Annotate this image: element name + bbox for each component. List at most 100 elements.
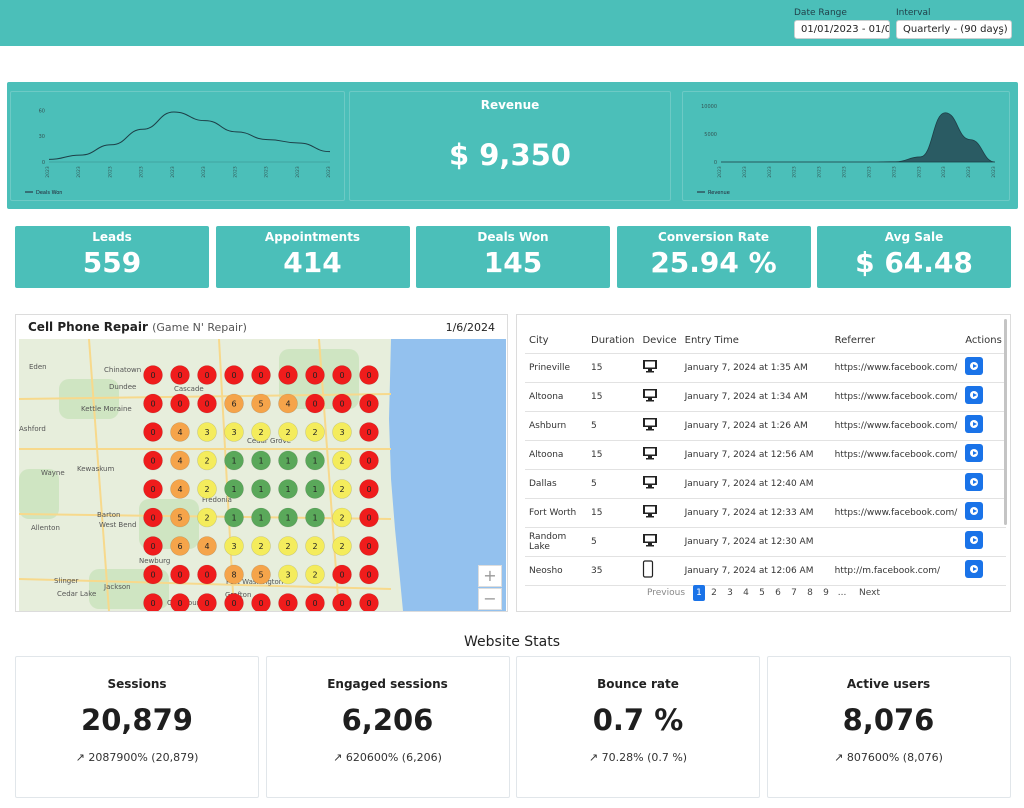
rank-marker[interactable]: 0 [143, 393, 163, 414]
rank-marker[interactable]: 0 [170, 564, 190, 585]
rank-marker[interactable]: 0 [359, 593, 379, 612]
rank-marker[interactable]: 0 [170, 393, 190, 414]
table-row[interactable]: Altoona 15 January 7, 2024 at 1:34 AM ht… [525, 382, 1006, 412]
next-page-button[interactable]: Next [859, 588, 881, 598]
previous-page-button[interactable]: Previous [647, 588, 686, 598]
rank-marker[interactable]: 5 [170, 507, 190, 528]
play-button[interactable] [965, 444, 984, 462]
rank-marker[interactable]: 0 [332, 365, 352, 385]
table-row[interactable]: Prineville 15 January 7, 2024 at 1:35 AM… [525, 353, 1006, 383]
rank-marker[interactable]: 0 [143, 593, 163, 612]
page-button[interactable]: ... [837, 588, 847, 598]
page-button[interactable]: 8 [807, 588, 813, 598]
rank-marker[interactable]: 0 [278, 365, 298, 385]
rank-marker[interactable]: 0 [197, 393, 217, 414]
rank-marker[interactable]: 0 [359, 365, 379, 385]
rank-marker[interactable]: 6 [224, 393, 244, 414]
rank-marker[interactable]: 0 [359, 422, 379, 442]
rank-marker[interactable]: 0 [359, 507, 379, 528]
rank-marker[interactable]: 3 [197, 422, 217, 442]
rank-marker[interactable]: 2 [305, 422, 325, 442]
page-button[interactable]: 7 [791, 588, 797, 598]
rank-marker[interactable]: 8 [224, 564, 244, 585]
rank-marker[interactable]: 0 [224, 593, 244, 612]
rank-marker[interactable]: 0 [332, 393, 352, 414]
zoom-in-button[interactable]: + [478, 565, 502, 587]
rank-marker[interactable]: 0 [143, 536, 163, 556]
rank-marker[interactable]: 4 [278, 393, 298, 414]
table-row[interactable]: Ashburn 5 January 7, 2024 at 1:26 AM htt… [525, 411, 1006, 441]
play-button[interactable] [965, 502, 984, 520]
rank-marker[interactable]: 1 [251, 507, 271, 528]
rank-marker[interactable]: 0 [305, 593, 325, 612]
map-canvas[interactable]: Eden Chinatown Dundee Kettle Moraine Ashford… [19, 339, 506, 611]
rank-marker[interactable]: 0 [197, 564, 217, 585]
rank-marker[interactable]: 3 [332, 422, 352, 442]
rank-marker[interactable]: 1 [251, 479, 271, 499]
date-range-input[interactable]: 01/01/2023 - 01/07/2024 [794, 20, 890, 39]
page-button[interactable]: 2 [711, 588, 717, 598]
rank-marker[interactable]: 2 [332, 479, 352, 499]
rank-marker[interactable]: 0 [197, 365, 217, 385]
rank-marker[interactable]: 2 [332, 536, 352, 556]
rank-marker[interactable]: 2 [197, 479, 217, 499]
rank-marker[interactable]: 0 [143, 365, 163, 385]
rank-marker[interactable]: 0 [359, 479, 379, 499]
rank-marker[interactable]: 0 [305, 393, 325, 414]
rank-marker[interactable]: 0 [143, 507, 163, 528]
rank-marker[interactable]: 4 [170, 450, 190, 471]
play-button[interactable] [965, 531, 984, 549]
rank-marker[interactable]: 0 [359, 450, 379, 471]
rank-marker[interactable]: 0 [332, 593, 352, 612]
rank-marker[interactable]: 2 [332, 450, 352, 471]
play-button[interactable] [965, 560, 984, 578]
table-row[interactable]: Dallas 5 January 7, 2024 at 12:40 AM [525, 469, 1006, 499]
rank-marker[interactable]: 4 [170, 479, 190, 499]
table-scrollbar[interactable] [1004, 319, 1007, 525]
rank-marker[interactable]: 0 [143, 450, 163, 471]
rank-marker[interactable]: 4 [170, 422, 190, 442]
table-row[interactable]: Altoona 15 January 7, 2024 at 12:56 AM h… [525, 440, 1006, 470]
rank-marker[interactable]: 0 [332, 564, 352, 585]
play-button[interactable] [965, 473, 984, 491]
rank-marker[interactable]: 4 [197, 536, 217, 556]
interval-select[interactable]: Quarterly - (90 days) [896, 20, 1012, 39]
rank-marker[interactable]: 0 [305, 365, 325, 385]
rank-marker[interactable]: 1 [278, 450, 298, 471]
rank-marker[interactable]: 0 [224, 365, 244, 385]
column-header-duration[interactable]: Duration [587, 329, 639, 354]
rank-marker[interactable]: 0 [143, 564, 163, 585]
rank-marker[interactable]: 1 [305, 450, 325, 471]
rank-marker[interactable]: 3 [224, 422, 244, 442]
play-button[interactable] [965, 386, 984, 404]
rank-marker[interactable]: 1 [224, 450, 244, 471]
rank-marker[interactable]: 2 [197, 507, 217, 528]
chevron-down-icon[interactable]: ⌄ [996, 27, 1005, 38]
page-button[interactable]: 5 [759, 588, 765, 598]
rank-marker[interactable]: 2 [251, 422, 271, 442]
rank-marker[interactable]: 2 [305, 564, 325, 585]
play-button[interactable] [965, 357, 984, 375]
rank-marker[interactable]: 0 [197, 593, 217, 612]
rank-marker[interactable]: 0 [251, 365, 271, 385]
column-header-referrer[interactable]: Referrer [830, 329, 962, 354]
page-button[interactable]: 4 [743, 588, 749, 598]
rank-marker[interactable]: 0 [359, 564, 379, 585]
rank-grid-map[interactable]: Eden Chinatown Dundee Kettle Moraine Ashford… [19, 339, 506, 611]
rank-marker[interactable]: 6 [170, 536, 190, 556]
rank-marker[interactable]: 5 [251, 564, 271, 585]
rank-marker[interactable]: 3 [278, 564, 298, 585]
rank-marker[interactable]: 2 [251, 536, 271, 556]
rank-marker[interactable]: 1 [305, 507, 325, 528]
page-button[interactable]: 9 [823, 588, 829, 598]
table-row[interactable]: Fort Worth 15 January 7, 2024 at 12:33 A… [525, 498, 1006, 528]
rank-marker[interactable]: 5 [251, 393, 271, 414]
column-header-entry-time[interactable]: Entry Time [680, 329, 831, 354]
rank-marker[interactable]: 1 [251, 450, 271, 471]
column-header-device[interactable]: Device [638, 329, 681, 354]
column-header-actions[interactable]: Actions [961, 329, 1006, 354]
rank-marker[interactable]: 1 [305, 479, 325, 499]
play-button[interactable] [965, 415, 984, 433]
rank-marker[interactable]: 2 [332, 507, 352, 528]
table-row[interactable]: Neosho 35 January 7, 2024 at 12:06 AM ht… [525, 556, 1006, 586]
